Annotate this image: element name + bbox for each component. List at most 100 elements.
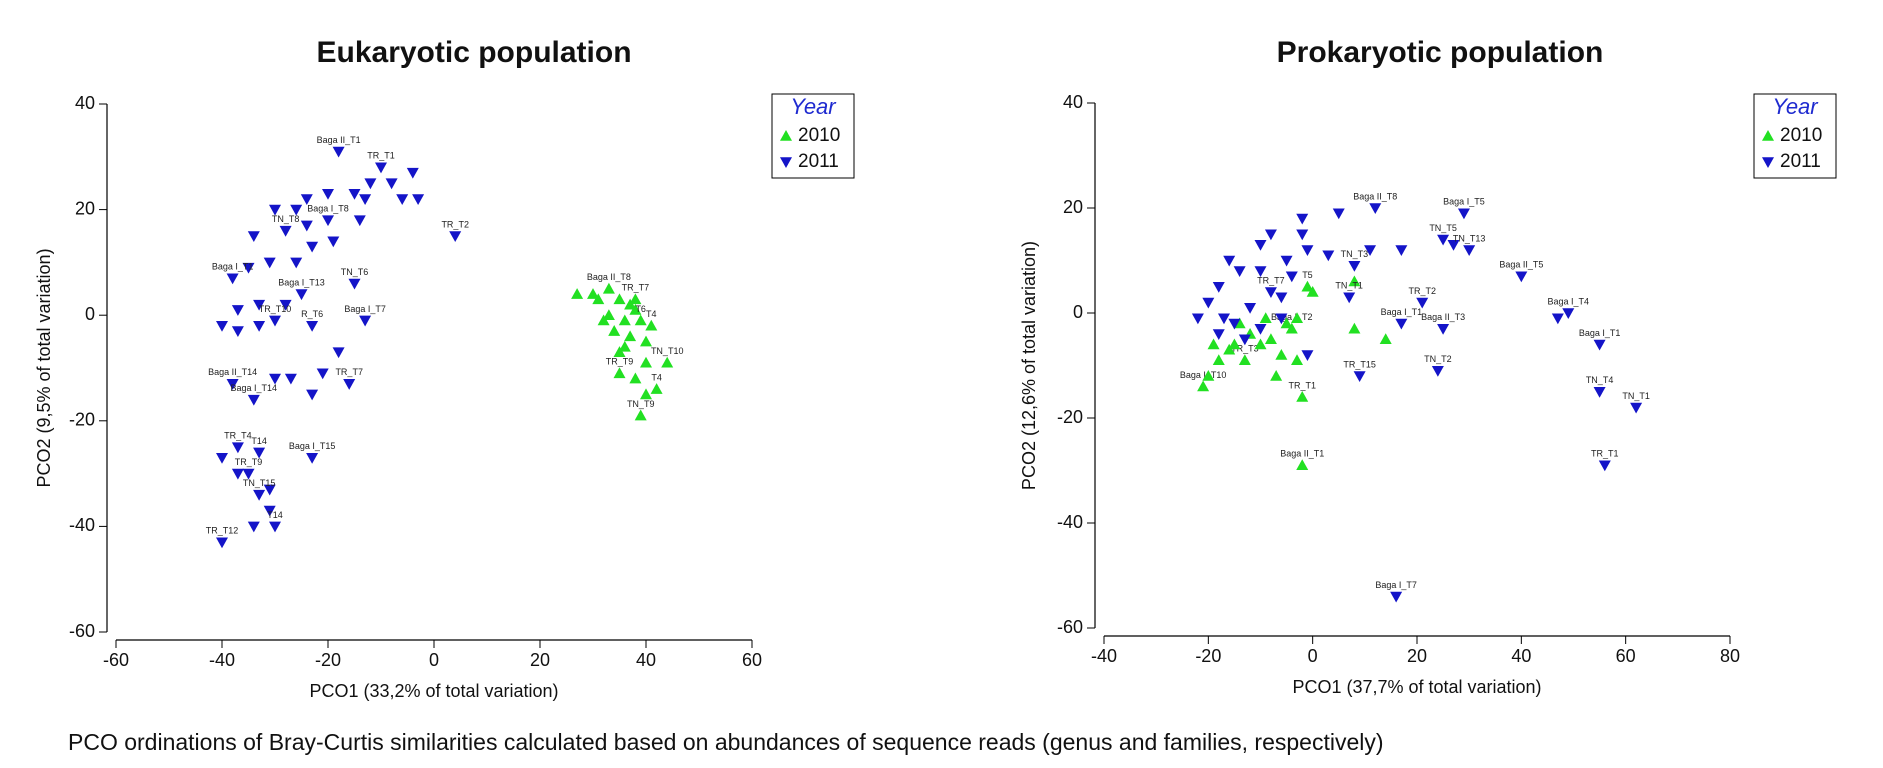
x-tick-label: 20: [1407, 646, 1427, 666]
point: [650, 383, 663, 394]
point: [1562, 308, 1575, 319]
y-tick-label: -20: [69, 410, 95, 430]
point: [216, 452, 228, 464]
point-label: TR_T1: [1591, 449, 1619, 459]
point: [629, 293, 642, 305]
point: [247, 231, 260, 242]
point-label: TR_T15: [1343, 359, 1376, 369]
point: [602, 282, 615, 294]
point: [1296, 391, 1309, 402]
legend-title: Year: [790, 94, 837, 119]
point: [1364, 245, 1377, 256]
point: [300, 220, 313, 232]
point: [618, 340, 631, 352]
point: [396, 194, 409, 206]
point: [1593, 386, 1606, 398]
point-label: T4: [651, 372, 662, 382]
point: [629, 372, 642, 384]
point: [1348, 260, 1361, 272]
point: [269, 521, 281, 533]
point: [1343, 292, 1356, 304]
point: [1228, 338, 1241, 350]
point: [322, 215, 334, 227]
point: [1233, 317, 1246, 329]
point: [364, 178, 377, 190]
y-tick-label: 40: [1063, 92, 1083, 112]
point-label: Baga I_T1: [1381, 307, 1423, 317]
y-tick-label: 0: [85, 304, 95, 324]
x-tick-label: -20: [315, 650, 341, 670]
point: [1264, 287, 1277, 298]
point: [295, 289, 308, 301]
point: [1301, 350, 1314, 361]
point: [1280, 317, 1293, 329]
point: [1291, 312, 1304, 324]
point: [290, 204, 303, 216]
point: [353, 215, 366, 227]
point-label: Baga I_T1: [1579, 328, 1621, 338]
point: [1463, 245, 1476, 256]
point: [306, 389, 319, 401]
point: [247, 394, 260, 406]
point-label: Baga II_T1: [1280, 449, 1324, 459]
point: [1348, 275, 1361, 287]
point: [253, 489, 266, 501]
point: [1296, 213, 1309, 225]
point-label: Baga II_T1: [317, 135, 361, 145]
point: [1233, 266, 1246, 277]
point: [1275, 292, 1288, 304]
point-label: TN_T15: [243, 478, 276, 488]
point: [1254, 266, 1267, 277]
caption: PCO ordinations of Bray-Curtis similarit…: [68, 729, 1384, 755]
point-label: T14: [267, 510, 283, 520]
point: [1280, 255, 1293, 267]
point: [1238, 354, 1251, 366]
point: [1202, 297, 1215, 309]
point-label: TR_T7: [622, 283, 650, 293]
x-tick-label: -60: [103, 650, 129, 670]
point-label: TN_T5: [1429, 223, 1457, 233]
point: [618, 314, 631, 326]
point: [412, 194, 425, 206]
point-label: Baga II_T8: [1353, 191, 1397, 201]
point: [613, 346, 626, 357]
point: [602, 309, 615, 320]
legend-label: 2010: [1780, 125, 1822, 146]
legend-marker: [780, 130, 792, 141]
point: [1202, 370, 1215, 381]
point: [1259, 312, 1272, 324]
point: [1212, 281, 1225, 293]
point: [226, 379, 239, 390]
point: [1348, 322, 1361, 334]
point: [348, 278, 361, 290]
point: [306, 241, 319, 253]
point: [1322, 250, 1335, 262]
point-label: Baga II_T8: [587, 272, 631, 282]
point: [253, 299, 266, 311]
point: [1285, 271, 1298, 283]
point-label: R_T6: [301, 309, 323, 319]
point: [613, 293, 626, 305]
point-label: TR_T9: [606, 357, 634, 367]
point: [1238, 334, 1251, 346]
point-label: T14: [251, 436, 267, 446]
x-tick-label: 80: [1720, 646, 1740, 666]
point: [608, 325, 621, 336]
point-label: TR_T1: [1288, 380, 1316, 390]
y-tick-label: 0: [1073, 302, 1083, 322]
point: [1275, 349, 1288, 360]
point: [284, 373, 297, 385]
point: [290, 257, 303, 269]
point: [624, 330, 637, 342]
point: [406, 167, 419, 179]
point: [645, 319, 658, 331]
point: [1395, 245, 1408, 256]
point: [263, 505, 276, 517]
point: [1264, 333, 1277, 345]
point: [1270, 370, 1283, 381]
point: [1551, 313, 1564, 325]
point: [247, 521, 260, 533]
chart-title: Prokaryotic population: [1277, 36, 1604, 69]
point: [1197, 380, 1210, 392]
